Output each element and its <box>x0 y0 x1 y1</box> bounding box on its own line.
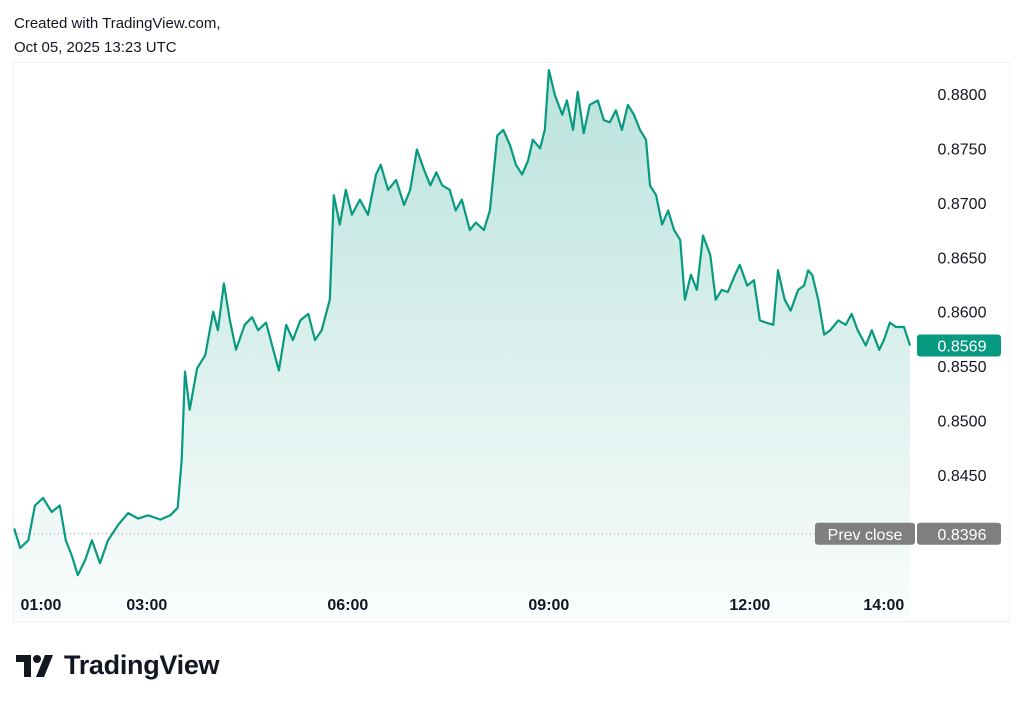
x-tick-label: 09:00 <box>528 597 569 614</box>
x-tick-label: 01:00 <box>21 597 62 614</box>
price-line <box>13 69 912 577</box>
price-area-fill <box>14 70 910 621</box>
y-tick-label: 0.8750 <box>938 141 987 158</box>
last-price-tag: 0.8569 <box>917 334 1001 357</box>
y-tick-label: 0.8650 <box>938 250 987 267</box>
prev-close-name: Prev close <box>828 527 903 544</box>
logo-text: TradingView <box>64 650 220 680</box>
last-price-label: 0.8569 <box>938 338 987 355</box>
x-tick-label: 14:00 <box>863 597 904 614</box>
tradingview-logo-icon <box>16 654 53 677</box>
y-tick-label: 0.8450 <box>938 468 987 485</box>
created-with-text: Created with TradingView.com, <box>14 15 221 32</box>
y-tick-label: 0.8700 <box>938 196 987 213</box>
y-tick-label: 0.8550 <box>938 359 987 376</box>
y-tick-label: 0.8600 <box>938 305 987 322</box>
tradingview-logo[interactable]: TradingView <box>16 650 220 681</box>
x-tick-label: 03:00 <box>126 597 167 614</box>
x-tick-label: 12:00 <box>729 597 770 614</box>
x-tick-label: 06:00 <box>327 597 368 614</box>
chart-frame <box>13 62 1010 622</box>
prev-close-tag: Prev close 0.8396 <box>815 522 1001 545</box>
y-tick-label: 0.8800 <box>938 87 987 104</box>
timestamp-text: Oct 05, 2025 13:23 UTC <box>14 39 177 56</box>
prev-close-value: 0.8396 <box>938 527 987 544</box>
y-tick-label: 0.8500 <box>938 414 987 431</box>
